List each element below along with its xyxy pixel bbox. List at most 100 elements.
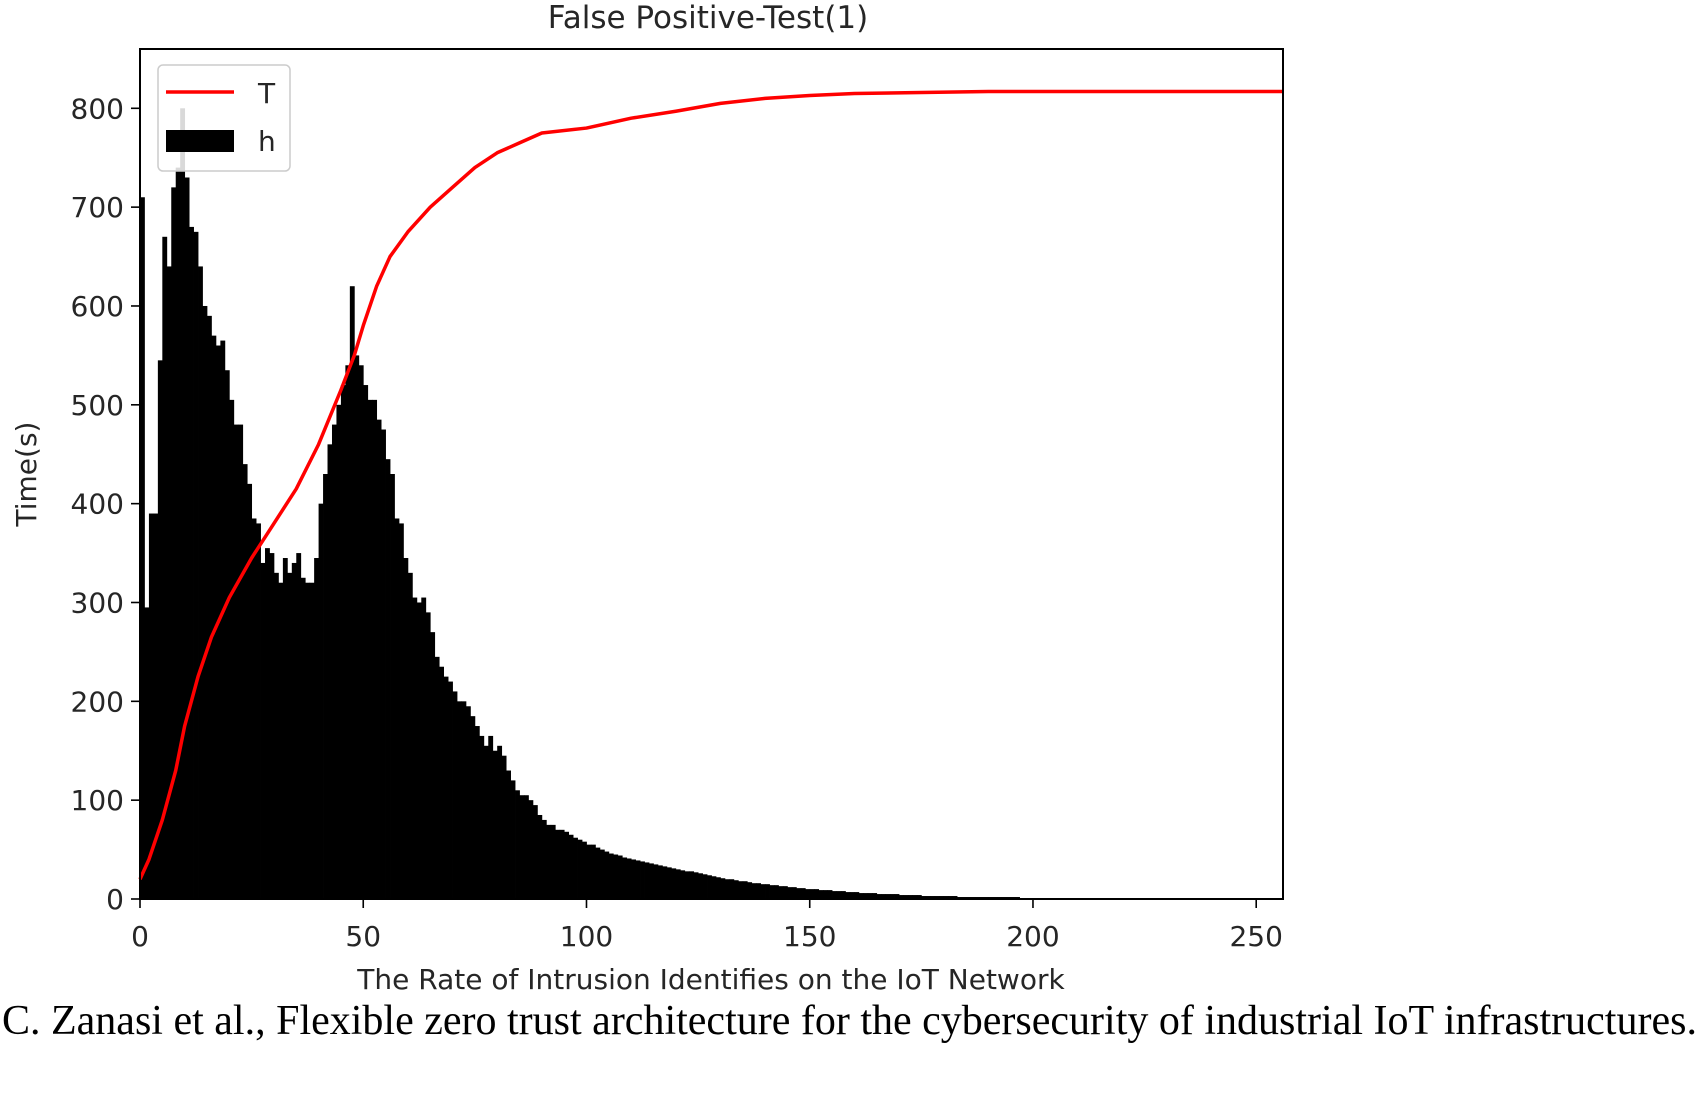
histogram-bar — [434, 656, 440, 899]
y-tick-label: 100 — [71, 784, 124, 817]
histogram-bar — [144, 607, 150, 899]
histogram-bar — [532, 805, 538, 899]
histogram-bar — [738, 881, 744, 899]
histogram-bar — [515, 790, 520, 899]
histogram-bar — [398, 523, 404, 899]
histogram-bar — [698, 873, 703, 899]
histogram-bar — [407, 572, 413, 899]
histogram-bar — [836, 891, 842, 899]
histogram-bar — [470, 716, 476, 899]
histogram-bar — [823, 890, 828, 899]
histogram-bar — [814, 889, 820, 899]
histogram-bar — [412, 597, 418, 899]
histogram-bar — [448, 681, 453, 899]
histogram-bar — [546, 824, 552, 899]
histogram-bar — [881, 894, 887, 899]
histogram-bar — [323, 474, 328, 899]
figure-caption: C. Zanasi et al., Flexible zero trust ar… — [2, 998, 1697, 1044]
histogram-bar — [550, 824, 556, 899]
histogram-bar — [461, 701, 467, 899]
x-tick-label: 100 — [560, 920, 613, 953]
histogram-bar — [644, 862, 650, 899]
histogram-bar — [890, 894, 895, 899]
histogram-bar — [479, 735, 485, 899]
x-tick-label: 200 — [1006, 920, 1059, 953]
histogram-bar — [265, 548, 270, 899]
y-tick-label: 400 — [71, 488, 124, 521]
histogram-bar — [559, 829, 565, 899]
histogram-bar — [760, 884, 766, 899]
histogram-bar — [586, 844, 592, 899]
histogram-bar — [483, 745, 489, 899]
histogram-bar — [872, 893, 878, 899]
histogram-bar — [465, 706, 471, 899]
histogram-bar — [247, 483, 253, 899]
histogram-bar — [805, 889, 811, 899]
histogram-bar — [403, 558, 409, 899]
histogram-bar — [733, 880, 739, 899]
histogram-bar — [640, 861, 645, 899]
histogram-bar — [800, 888, 806, 899]
histogram-bar — [653, 864, 659, 899]
histogram-bar — [648, 863, 654, 899]
histogram-bar — [778, 886, 784, 899]
histogram-bar — [894, 894, 900, 899]
histogram-bar — [787, 887, 793, 899]
histogram-bar — [372, 399, 378, 899]
histogram-bar — [599, 849, 605, 899]
x-tick-label: 250 — [1229, 920, 1282, 953]
histogram-bar — [925, 896, 931, 899]
histogram-bar — [948, 896, 953, 899]
histogram-bar — [340, 385, 346, 899]
y-tick-label: 800 — [71, 92, 124, 125]
histogram-bar — [863, 893, 869, 899]
histogram-bars — [140, 108, 1168, 900]
histogram-bar — [590, 844, 596, 899]
histogram-bar — [501, 755, 507, 899]
histogram-bar — [282, 558, 288, 899]
x-axis-label: The Rate of Intrusion Identifies on the … — [356, 963, 1065, 990]
histogram-bar — [774, 885, 779, 899]
x-axis: 0 50 100 150 200 250 — [131, 899, 1283, 953]
histogram-bar — [827, 890, 833, 899]
histogram-bar — [358, 365, 364, 899]
histogram-bar — [443, 676, 449, 899]
histogram-bar — [568, 834, 574, 899]
chart: False Positive-Test(1) 01002003004005006… — [10, 0, 1284, 990]
histogram-bar — [876, 894, 882, 899]
histogram-bar — [765, 884, 770, 899]
histogram-bar — [305, 582, 311, 899]
histogram-bar — [269, 553, 275, 899]
histogram-bar — [608, 853, 614, 899]
histogram-bar — [796, 888, 802, 899]
histogram-bar — [363, 385, 369, 899]
y-tick-label: 700 — [71, 191, 124, 224]
histogram-bar — [229, 399, 235, 899]
histogram-bar — [220, 340, 226, 899]
histogram-bar — [256, 523, 261, 899]
histogram-bar — [845, 892, 851, 899]
histogram-bar — [331, 424, 337, 899]
histogram-bar — [166, 266, 172, 899]
histogram-bar — [291, 562, 297, 899]
histogram-bar — [724, 879, 730, 899]
histogram-bar — [840, 891, 846, 899]
histogram-bar — [622, 857, 628, 899]
histogram-bar — [756, 883, 762, 899]
histogram-bar — [184, 177, 190, 900]
histogram-bar — [613, 854, 619, 899]
histogram-bar — [626, 858, 632, 899]
histogram-bar — [336, 404, 342, 899]
histogram-bar — [595, 847, 601, 899]
histogram-bar — [349, 286, 355, 900]
histogram-bar — [506, 770, 511, 899]
histogram-bar — [782, 886, 788, 899]
y-axis-label: Time(s) — [10, 422, 43, 528]
histogram-bar — [635, 860, 641, 899]
histogram-bar — [912, 895, 918, 899]
histogram-bar — [140, 197, 145, 899]
histogram-bar — [604, 851, 610, 899]
histogram-bar — [180, 108, 186, 900]
histogram-bar — [510, 780, 516, 899]
histogram-bar — [867, 893, 873, 899]
